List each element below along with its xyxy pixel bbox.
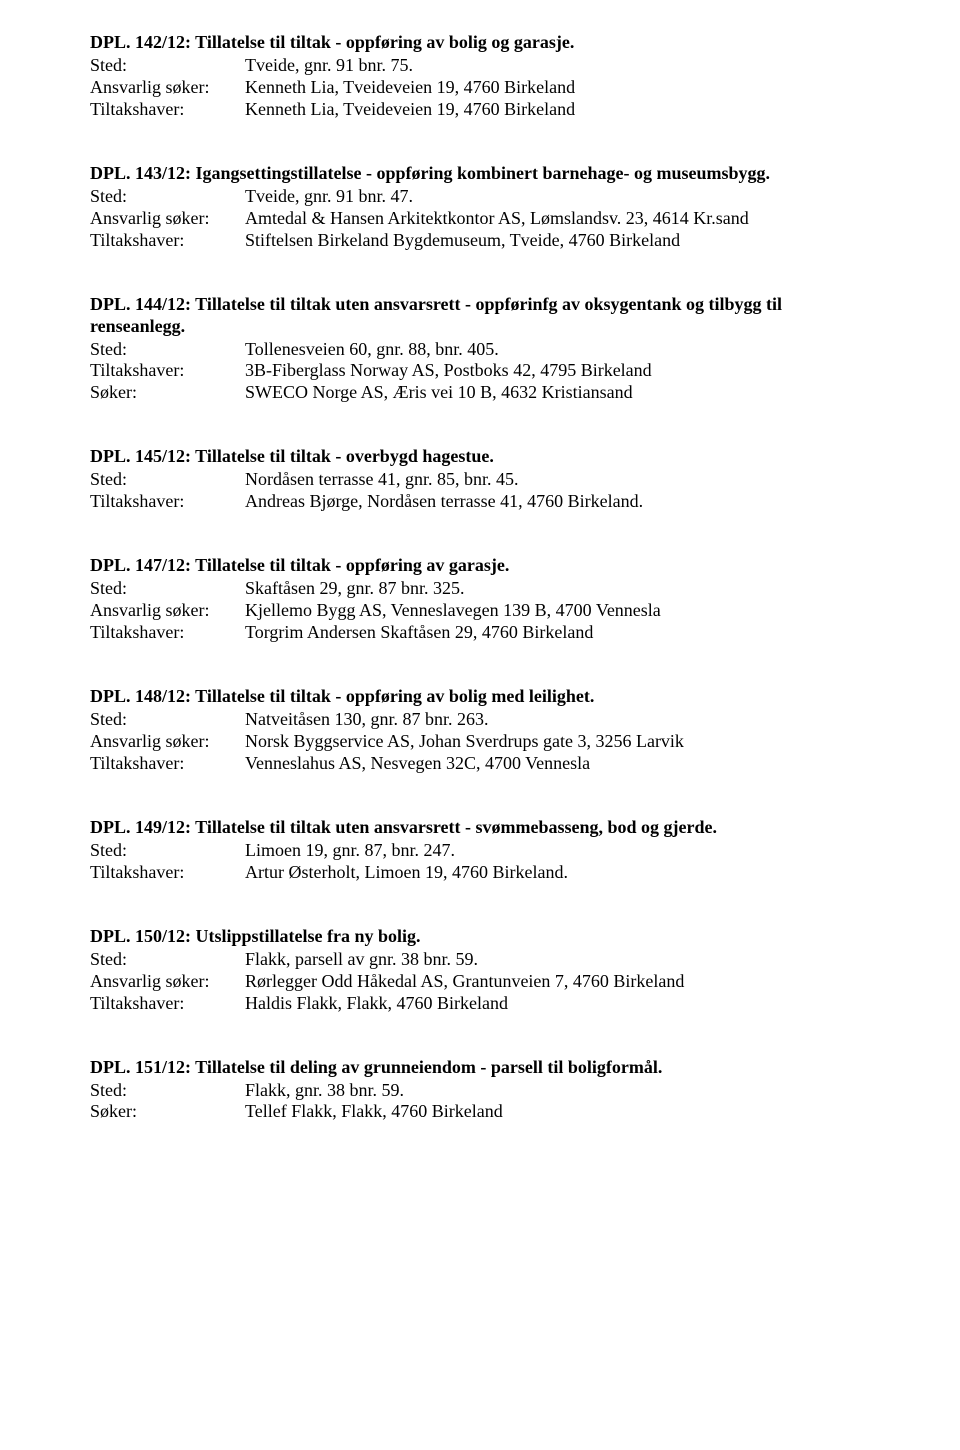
entry: DPL. 149/12: Tillatelse til tiltak uten … [90, 817, 870, 884]
entry: DPL. 145/12: Tillatelse til tiltak - ove… [90, 446, 870, 513]
entry-row: Ansvarlig søker:Kjellemo Bygg AS, Vennes… [90, 600, 870, 622]
field-value: Norsk Byggservice AS, Johan Sverdrups ga… [245, 731, 870, 753]
field-value: Tollenesveien 60, gnr. 88, bnr. 405. [245, 339, 870, 361]
entry-row: Ansvarlig søker:Norsk Byggservice AS, Jo… [90, 731, 870, 753]
field-label: Søker: [90, 1101, 245, 1123]
field-label: Ansvarlig søker: [90, 731, 245, 753]
document-page: DPL. 142/12: Tillatelse til tiltak - opp… [0, 0, 960, 1205]
entry-row: Sted:Tollenesveien 60, gnr. 88, bnr. 405… [90, 339, 870, 361]
entry-row: Ansvarlig søker:Kenneth Lia, Tveideveien… [90, 77, 870, 99]
field-value: 3B-Fiberglass Norway AS, Postboks 42, 47… [245, 360, 870, 382]
field-value: Flakk, parsell av gnr. 38 bnr. 59. [245, 949, 870, 971]
field-value: Amtedal & Hansen Arkitektkontor AS, Løms… [245, 208, 870, 230]
entry-row: Søker:Tellef Flakk, Flakk, 4760 Birkelan… [90, 1101, 870, 1123]
entry-row: Tiltakshaver:Stiftelsen Birkeland Bygdem… [90, 230, 870, 252]
field-value: Tveide, gnr. 91 bnr. 75. [245, 55, 870, 77]
field-label: Tiltakshaver: [90, 753, 245, 775]
field-value: Kenneth Lia, Tveideveien 19, 4760 Birkel… [245, 99, 870, 121]
entry-row: Sted:Tveide, gnr. 91 bnr. 75. [90, 55, 870, 77]
field-value: Torgrim Andersen Skaftåsen 29, 4760 Birk… [245, 622, 870, 644]
field-label: Sted: [90, 55, 245, 77]
entry: DPL. 143/12: Igangsettingstillatelse - o… [90, 163, 870, 252]
field-label: Ansvarlig søker: [90, 77, 245, 99]
entry-title: DPL. 150/12: Utslippstillatelse fra ny b… [90, 926, 870, 948]
field-label: Tiltakshaver: [90, 622, 245, 644]
field-label: Ansvarlig søker: [90, 208, 245, 230]
entry: DPL. 151/12: Tillatelse til deling av gr… [90, 1057, 870, 1124]
entry-row: Tiltakshaver:Andreas Bjørge, Nordåsen te… [90, 491, 870, 513]
field-value: Rørlegger Odd Håkedal AS, Grantunveien 7… [245, 971, 870, 993]
field-label: Tiltakshaver: [90, 993, 245, 1015]
field-label: Tiltakshaver: [90, 99, 245, 121]
entry-title: DPL. 151/12: Tillatelse til deling av gr… [90, 1057, 870, 1079]
field-label: Ansvarlig søker: [90, 971, 245, 993]
field-value: Kenneth Lia, Tveideveien 19, 4760 Birkel… [245, 77, 870, 99]
field-label: Tiltakshaver: [90, 230, 245, 252]
field-label: Tiltakshaver: [90, 360, 245, 382]
entry-title: DPL. 142/12: Tillatelse til tiltak - opp… [90, 32, 870, 54]
entry: DPL. 147/12: Tillatelse til tiltak - opp… [90, 555, 870, 644]
entry-row: Tiltakshaver:Venneslahus AS, Nesvegen 32… [90, 753, 870, 775]
entry-row: Sted:Flakk, parsell av gnr. 38 bnr. 59. [90, 949, 870, 971]
field-value: Natveitåsen 130, gnr. 87 bnr. 263. [245, 709, 870, 731]
field-value: Artur Østerholt, Limoen 19, 4760 Birkela… [245, 862, 870, 884]
entry-row: Tiltakshaver:3B-Fiberglass Norway AS, Po… [90, 360, 870, 382]
field-label: Sted: [90, 840, 245, 862]
field-value: Andreas Bjørge, Nordåsen terrasse 41, 47… [245, 491, 870, 513]
field-value: Venneslahus AS, Nesvegen 32C, 4700 Venne… [245, 753, 870, 775]
field-label: Sted: [90, 186, 245, 208]
entry-row: Sted:Natveitåsen 130, gnr. 87 bnr. 263. [90, 709, 870, 731]
entry: DPL. 150/12: Utslippstillatelse fra ny b… [90, 926, 870, 1015]
field-value: Skaftåsen 29, gnr. 87 bnr. 325. [245, 578, 870, 600]
entry-row: Tiltakshaver:Kenneth Lia, Tveideveien 19… [90, 99, 870, 121]
field-label: Sted: [90, 1080, 245, 1102]
entry-row: Sted:Skaftåsen 29, gnr. 87 bnr. 325. [90, 578, 870, 600]
entry-row: Sted:Limoen 19, gnr. 87, bnr. 247. [90, 840, 870, 862]
entry-title: DPL. 145/12: Tillatelse til tiltak - ove… [90, 446, 870, 468]
field-label: Sted: [90, 709, 245, 731]
field-label: Sted: [90, 469, 245, 491]
entry: DPL. 144/12: Tillatelse til tiltak uten … [90, 294, 870, 405]
field-label: Tiltakshaver: [90, 491, 245, 513]
field-value: Stiftelsen Birkeland Bygdemuseum, Tveide… [245, 230, 870, 252]
field-value: SWECO Norge AS, Æris vei 10 B, 4632 Kris… [245, 382, 870, 404]
entry-row: Sted:Flakk, gnr. 38 bnr. 59. [90, 1080, 870, 1102]
field-value: Tellef Flakk, Flakk, 4760 Birkeland [245, 1101, 870, 1123]
field-label: Tiltakshaver: [90, 862, 245, 884]
entry-row: Tiltakshaver:Artur Østerholt, Limoen 19,… [90, 862, 870, 884]
entry-title: DPL. 143/12: Igangsettingstillatelse - o… [90, 163, 870, 185]
entry-title: DPL. 148/12: Tillatelse til tiltak - opp… [90, 686, 870, 708]
entry-row: Tiltakshaver:Haldis Flakk, Flakk, 4760 B… [90, 993, 870, 1015]
entry-row: Ansvarlig søker:Rørlegger Odd Håkedal AS… [90, 971, 870, 993]
entry-row: Tiltakshaver:Torgrim Andersen Skaftåsen … [90, 622, 870, 644]
field-value: Flakk, gnr. 38 bnr. 59. [245, 1080, 870, 1102]
entry: DPL. 148/12: Tillatelse til tiltak - opp… [90, 686, 870, 775]
field-value: Haldis Flakk, Flakk, 4760 Birkeland [245, 993, 870, 1015]
entry-row: Ansvarlig søker:Amtedal & Hansen Arkitek… [90, 208, 870, 230]
field-label: Ansvarlig søker: [90, 600, 245, 622]
field-value: Kjellemo Bygg AS, Venneslavegen 139 B, 4… [245, 600, 870, 622]
field-label: Sted: [90, 578, 245, 600]
entry-title: DPL. 144/12: Tillatelse til tiltak uten … [90, 294, 870, 338]
field-value: Tveide, gnr. 91 bnr. 47. [245, 186, 870, 208]
entry: DPL. 142/12: Tillatelse til tiltak - opp… [90, 32, 870, 121]
entry-title: DPL. 147/12: Tillatelse til tiltak - opp… [90, 555, 870, 577]
field-label: Søker: [90, 382, 245, 404]
field-label: Sted: [90, 339, 245, 361]
field-value: Limoen 19, gnr. 87, bnr. 247. [245, 840, 870, 862]
field-label: Sted: [90, 949, 245, 971]
field-value: Nordåsen terrasse 41, gnr. 85, bnr. 45. [245, 469, 870, 491]
entry-row: Søker:SWECO Norge AS, Æris vei 10 B, 463… [90, 382, 870, 404]
entry-title: DPL. 149/12: Tillatelse til tiltak uten … [90, 817, 870, 839]
entry-row: Sted:Tveide, gnr. 91 bnr. 47. [90, 186, 870, 208]
entry-row: Sted:Nordåsen terrasse 41, gnr. 85, bnr.… [90, 469, 870, 491]
